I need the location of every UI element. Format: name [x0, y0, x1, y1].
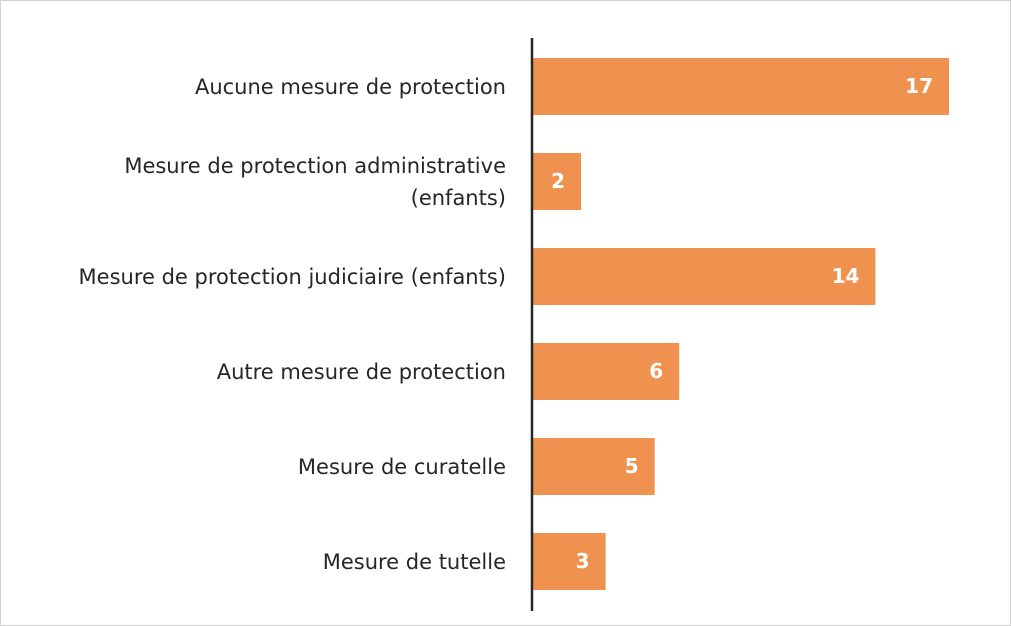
bar — [532, 438, 655, 495]
data-label: 17 — [905, 74, 933, 98]
data-label: 6 — [649, 359, 663, 383]
bar — [532, 58, 949, 115]
data-label: 14 — [832, 264, 860, 288]
bar — [532, 343, 680, 400]
y-tick-label: Mesure de tutelle — [322, 549, 506, 574]
bar — [532, 533, 606, 590]
y-tick-label: Mesure de curatelle — [297, 454, 506, 479]
bar — [532, 153, 582, 210]
bar — [532, 248, 876, 305]
y-tick-label: Autre mesure de protection — [216, 359, 506, 384]
y-tick-label: Mesure de protection administrative (enf… — [124, 153, 506, 210]
data-label: 3 — [576, 549, 590, 573]
y-tick-label: Mesure de protection judiciaire (enfants… — [78, 264, 506, 289]
data-label: 2 — [551, 169, 565, 193]
y-tick-label: Aucune mesure de protection — [194, 74, 506, 99]
data-label: 5 — [625, 454, 639, 478]
